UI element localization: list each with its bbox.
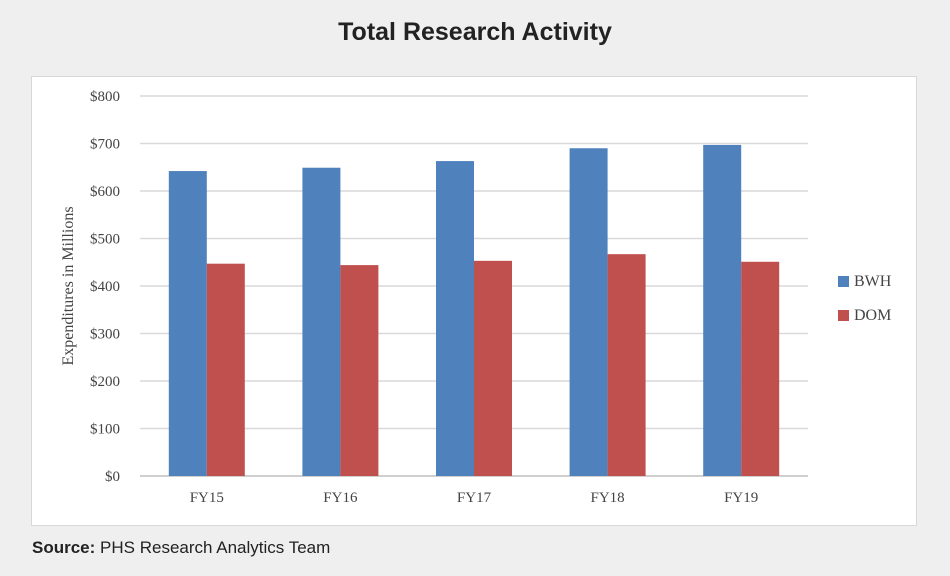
chart-title: Total Research Activity [338,18,612,46]
bar-bwh-fy15 [168,171,207,477]
legend-swatch-dom [838,310,849,321]
legend-swatch-bwh [838,276,849,287]
bar-bwh-fy17 [436,161,474,476]
y-tick-label: $0 [105,469,120,485]
x-tick-label: FY17 [457,490,492,506]
source-note: Source: PHS Research Analytics Team [32,538,330,558]
x-tick-label: FY18 [591,490,625,506]
y-tick-label: $800 [90,89,120,105]
y-tick-label: $600 [90,184,120,200]
y-axis-label: Expenditures in Millions [60,206,77,365]
y-tick-label: $100 [90,422,120,438]
legend-label-dom: DOM [854,307,891,324]
x-tick-label: FY16 [323,490,358,506]
x-tick-label: FY15 [190,490,224,506]
bar-dom-fy18 [607,254,646,476]
source-label: Source: [32,538,96,557]
bar-dom-fy16 [340,265,379,476]
y-tick-label: $200 [90,374,120,390]
x-tick-label: FY19 [724,490,758,506]
bar-bwh-fy19 [703,144,742,477]
legend-label-bwh: BWH [854,273,892,290]
bar-dom-fy19 [741,261,780,476]
y-tick-label: $400 [90,279,120,295]
source-text: PHS Research Analytics Team [100,538,331,557]
bar-bwh-fy18 [569,148,608,476]
bar-bwh-fy16 [302,167,341,476]
bar-dom-fy15 [206,263,245,476]
y-tick-label: $300 [90,327,120,343]
y-tick-label: $700 [90,137,120,153]
bar-dom-fy17 [474,260,512,476]
y-tick-label: $500 [90,232,120,248]
